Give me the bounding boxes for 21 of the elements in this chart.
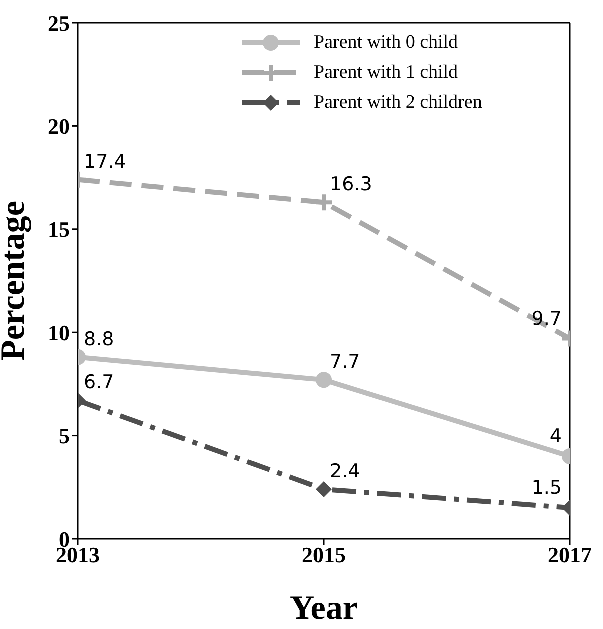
y-axis-title: Percentage — [0, 201, 32, 361]
x-tick-label: 2017 — [548, 542, 592, 568]
data-label: 6.7 — [84, 372, 114, 394]
legend-label: Parent with 1 child — [314, 61, 458, 85]
y-tick-label: 20 — [48, 114, 70, 140]
data-label: 1.5 — [532, 477, 562, 500]
data-label: 4 — [550, 425, 562, 448]
y-tick-label: 15 — [48, 217, 70, 242]
y-tick-label: 25 — [48, 10, 70, 36]
legend-label: Parent with 0 child — [314, 31, 458, 55]
x-axis-title: Year — [290, 590, 358, 627]
data-label: 9.7 — [532, 308, 562, 330]
data-label: 17.4 — [84, 150, 126, 173]
y-tick-label: 10 — [48, 320, 70, 346]
data-label: 2.4 — [330, 460, 360, 482]
x-tick-label: 2015 — [302, 542, 346, 568]
y-tick-label: 5 — [59, 424, 70, 449]
data-label: 16.3 — [330, 174, 372, 196]
data-label: 8.8 — [84, 328, 114, 350]
data-label: 7.7 — [330, 351, 360, 374]
legend-label: Parent with 2 children — [314, 91, 482, 115]
